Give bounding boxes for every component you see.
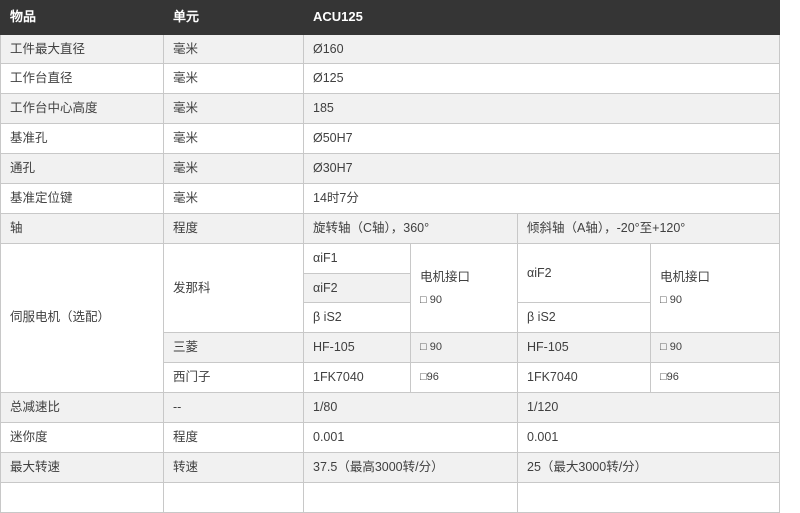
servo-row-fanuc-1: 伺服电机（选配） 发那科 αiF1 电机接口 □ 90 αiF2 电机接口 □ … [0,242,781,394]
servo-a-fanuc-model-1: αiF2 [517,242,651,304]
servo-c-siemens-interface: □96 [410,362,518,394]
row-value: 185 [302,93,781,125]
table-row: 工件最大直径 毫米 Ø160 [0,33,781,65]
servo-brand-siemens: 西门子 [163,362,304,394]
table-body: 工件最大直径 毫米 Ø160 工作台直径 毫米 Ø125 工作台中心高度 毫米 … [0,33,781,513]
row-item: 工件最大直径 [0,33,164,65]
header-row: 物品 单元 ACU125 [0,0,781,35]
axis-a-value: 倾斜轴（A轴），-20°至+120° [516,212,781,244]
servo-a-fanuc-model-2: β iS2 [517,302,651,334]
servo-row-fanuc-3: β iS2 β iS2 [1,302,780,334]
header-unit: 单元 [163,0,304,35]
servo-row-mitsubishi: 三菱 HF-105 □ 90 HF-105 □ 90 [1,332,781,364]
table-row: 最大转速 转速 37.5（最高3000转/分） 25（最大3000转/分） [0,451,781,483]
table-row: 基准孔 毫米 Ø50H7 [0,123,781,155]
row-unit: 毫米 [163,182,304,214]
table-row: 总减速比 -- 1/80 1/120 [0,392,781,423]
servo-c-mitsubishi-model: HF-105 [303,332,411,364]
axis-item: 轴 [0,212,164,244]
row-c-value: 1/80 [303,392,518,423]
table-row: 工作台直径 毫米 Ø125 [0,63,781,95]
row-a-value: 25（最大3000转/分） [516,451,781,483]
row-a-value [516,481,781,513]
servo-a-siemens-model: 1FK7040 [517,362,651,394]
servo-brand-mitsubishi: 三菱 [163,332,304,364]
row-a-value: 0.001 [516,421,781,453]
row-c-value [303,481,518,513]
table-row: 迷你度 程度 0.001 0.001 [0,421,781,453]
row-value: Ø30H7 [302,153,781,184]
header-item: 物品 [0,0,164,35]
row-item: 基准定位键 [0,182,164,214]
servo-a-mitsubishi-interface: □ 90 [649,332,781,364]
row-item: 最大转速 [0,451,164,483]
servo-brand-fanuc: 发那科 [163,242,304,334]
row-unit: 毫米 [163,63,304,95]
servo-c-fanuc-model-1: αiF1 [303,242,411,274]
servo-row-fanuc-2: αiF2 [1,272,780,304]
servo-c-interface-label: 电机接口 [420,269,471,284]
row-item [0,481,164,513]
row-item: 通孔 [0,153,164,184]
axis-c-value: 旋转轴（C轴），360° [303,212,518,244]
servo-a-interface-value: □ 90 [660,293,682,306]
row-unit: 转速 [163,451,304,483]
servo-c-fanuc-interface: 电机接口 □ 90 [410,242,518,334]
row-value: Ø160 [302,33,781,65]
servo-c-mitsubishi-interface: □ 90 [410,332,518,364]
row-unit: 程度 [163,421,304,453]
row-item: 工作台中心高度 [0,93,164,125]
servo-a-fanuc-interface: 电机接口 □ 90 [649,242,781,334]
table-row: 工作台中心高度 毫米 185 [0,93,781,125]
servo-item: 伺服电机（选配） [0,242,164,394]
servo-c-fanuc-model-2: αiF2 [303,272,411,304]
servo-row-siemens: 西门子 1FK7040 □96 1FK7040 □96 [1,362,781,394]
row-c-value: 37.5（最高3000转/分） [303,451,518,483]
table-header: 物品 单元 ACU125 [0,0,781,35]
table-row-partial [0,481,781,513]
row-unit: -- [163,392,304,423]
row-item: 工作台直径 [0,63,164,95]
table-row: 通孔 毫米 Ø30H7 [0,153,781,184]
servo-a-siemens-interface: □96 [649,362,781,394]
servo-c-fanuc-model-3: β iS2 [303,302,411,334]
servo-c-siemens-model: 1FK7040 [303,362,411,394]
row-a-value: 1/120 [516,392,781,423]
axis-row: 轴 程度 旋转轴（C轴），360° 倾斜轴（A轴），-20°至+120° [0,212,781,244]
table-row: 基准定位键 毫米 14时7分 [0,182,781,214]
row-value: Ø50H7 [302,123,781,155]
header-model: ACU125 [302,0,781,35]
servo-c-interface-value: □ 90 [420,293,442,306]
row-unit: 毫米 [163,33,304,65]
row-item: 迷你度 [0,421,164,453]
row-value: 14时7分 [302,182,781,214]
row-unit: 毫米 [163,153,304,184]
row-item: 基准孔 [0,123,164,155]
servo-a-mitsubishi-model: HF-105 [517,332,651,364]
row-c-value: 0.001 [303,421,518,453]
row-value: Ø125 [302,63,781,95]
row-item: 总减速比 [0,392,164,423]
row-unit: 毫米 [163,123,304,155]
axis-unit: 程度 [163,212,304,244]
row-unit [163,481,304,513]
spec-table-container: 物品 单元 ACU125 工件最大直径 毫米 Ø160 工作台直径 毫米 Ø12… [0,0,781,513]
row-unit: 毫米 [163,93,304,125]
servo-a-interface-label: 电机接口 [660,269,711,284]
specification-table: 物品 单元 ACU125 工件最大直径 毫米 Ø160 工作台直径 毫米 Ø12… [0,0,781,513]
